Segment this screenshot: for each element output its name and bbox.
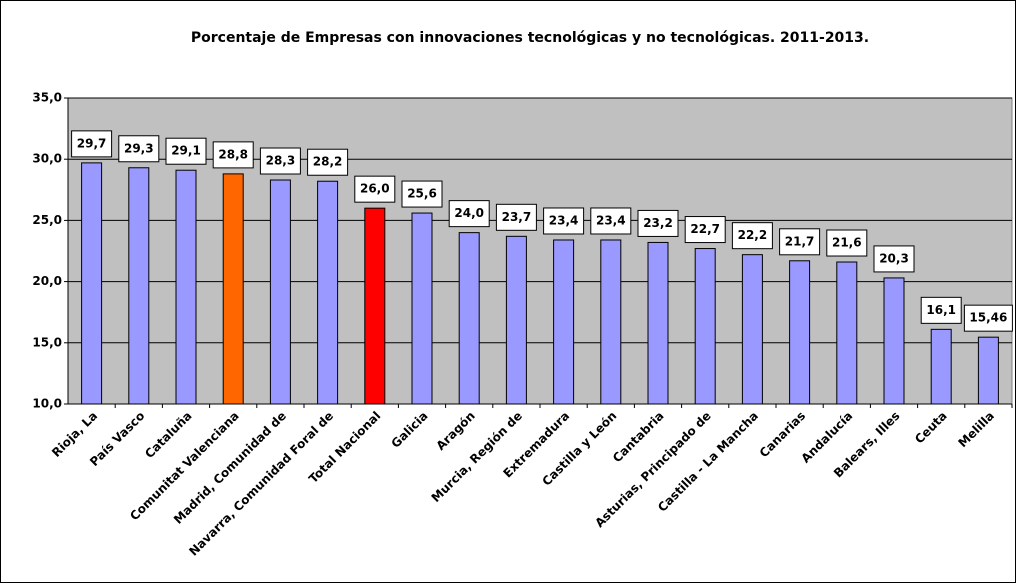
y-tick-label: 25,0 bbox=[32, 213, 62, 227]
value-label: 29,3 bbox=[124, 141, 154, 155]
value-label-box bbox=[684, 216, 726, 244]
value-label-box bbox=[259, 147, 301, 175]
value-label: 26,0 bbox=[360, 182, 390, 196]
value-label: 22,7 bbox=[690, 222, 720, 236]
value-label: 23,4 bbox=[596, 213, 626, 227]
value-label-box bbox=[165, 137, 207, 165]
value-label: 28,2 bbox=[313, 155, 343, 169]
bar bbox=[647, 241, 669, 405]
bar bbox=[128, 167, 150, 405]
bar bbox=[694, 248, 716, 405]
value-label: 23,2 bbox=[643, 216, 673, 230]
bar bbox=[458, 232, 480, 405]
value-label-box bbox=[590, 207, 632, 235]
value-label: 24,0 bbox=[454, 206, 484, 220]
value-label: 23,7 bbox=[502, 210, 532, 224]
bar bbox=[81, 162, 103, 405]
bar bbox=[930, 328, 952, 405]
bar bbox=[175, 169, 197, 405]
value-label-box bbox=[920, 296, 962, 324]
value-label: 22,2 bbox=[738, 228, 768, 242]
bar bbox=[553, 239, 575, 405]
y-tick-label: 15,0 bbox=[32, 335, 62, 349]
value-label: 20,3 bbox=[879, 251, 909, 265]
bar bbox=[364, 207, 386, 405]
value-label: 29,1 bbox=[171, 144, 201, 158]
value-label: 25,6 bbox=[407, 187, 437, 201]
plot-area bbox=[67, 97, 1013, 405]
value-label-box bbox=[495, 203, 537, 231]
bar bbox=[222, 173, 244, 405]
value-label: 16,1 bbox=[926, 303, 956, 317]
y-tick-label: 35,0 bbox=[32, 91, 62, 105]
bar bbox=[883, 277, 905, 405]
bar bbox=[600, 239, 622, 405]
value-label-box bbox=[543, 207, 585, 235]
value-label-box bbox=[354, 175, 396, 203]
value-label-box bbox=[731, 222, 773, 250]
value-label-box bbox=[448, 200, 490, 228]
value-label-box bbox=[826, 229, 868, 257]
value-label: 15,46 bbox=[969, 311, 1007, 325]
bar bbox=[317, 180, 339, 405]
bar bbox=[269, 179, 291, 405]
bar bbox=[411, 212, 433, 405]
value-label: 29,7 bbox=[77, 136, 107, 150]
bar bbox=[789, 260, 811, 405]
y-tick-label: 30,0 bbox=[32, 152, 62, 166]
bar bbox=[836, 261, 858, 405]
value-label: 28,3 bbox=[266, 154, 296, 168]
value-label: 21,7 bbox=[785, 234, 815, 248]
value-label-box bbox=[401, 180, 443, 208]
value-label-box bbox=[118, 135, 160, 163]
value-label: 23,4 bbox=[549, 213, 579, 227]
chart-title: Porcentaje de Empresas con innovaciones … bbox=[191, 30, 869, 46]
value-label-box bbox=[637, 209, 679, 237]
value-label-box bbox=[963, 304, 1013, 332]
value-label-box bbox=[873, 245, 915, 273]
value-label-box bbox=[212, 141, 254, 169]
y-tick-label: 10,0 bbox=[32, 397, 62, 411]
value-label-box bbox=[71, 130, 113, 158]
value-label-box bbox=[779, 228, 821, 256]
bar bbox=[977, 336, 999, 405]
value-label: 28,8 bbox=[218, 147, 248, 161]
bar bbox=[505, 235, 527, 405]
bar bbox=[741, 254, 763, 405]
y-tick-label: 20,0 bbox=[32, 274, 62, 288]
value-label: 21,6 bbox=[832, 236, 862, 250]
value-label-box bbox=[307, 148, 349, 176]
